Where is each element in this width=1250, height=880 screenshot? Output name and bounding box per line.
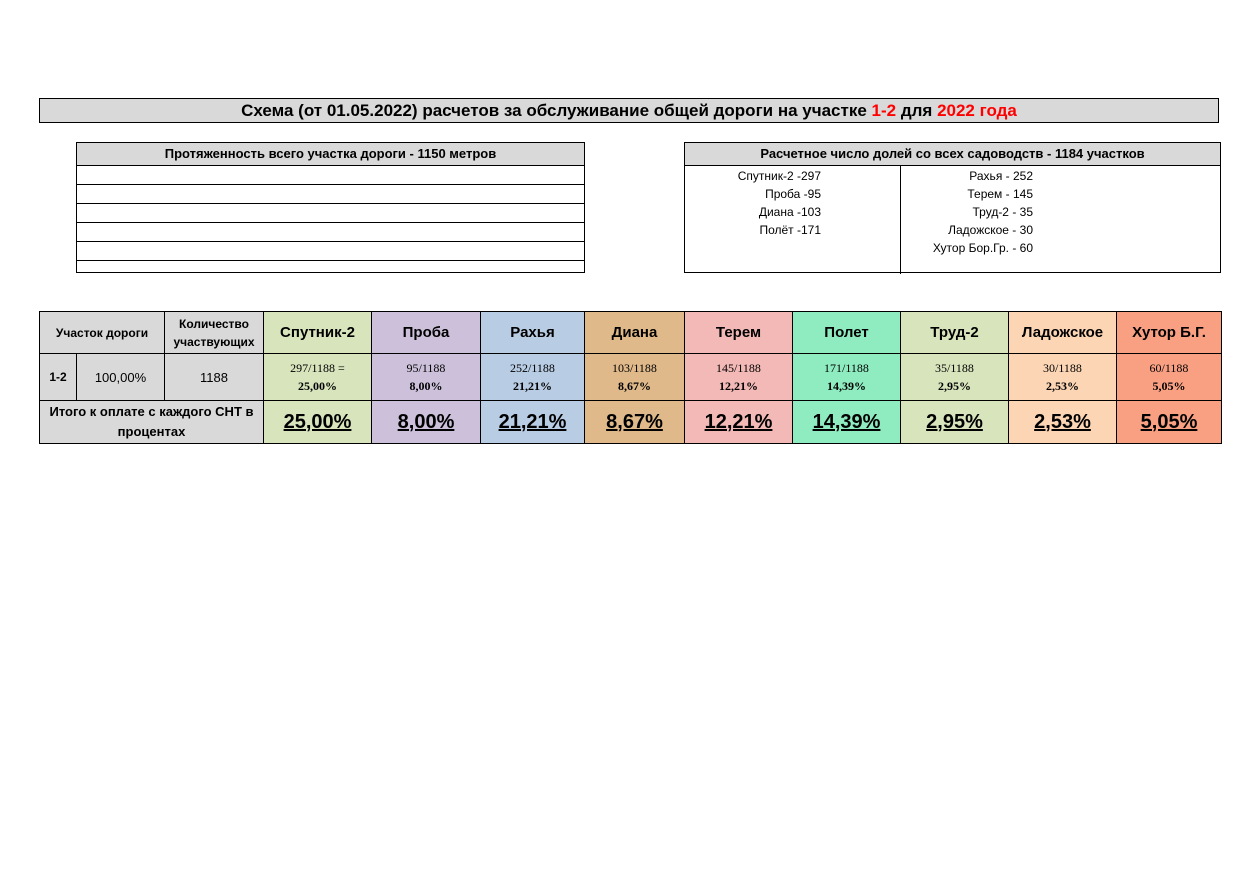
total-percent: 8,00% xyxy=(371,400,481,444)
share-item: Диана -103 xyxy=(758,205,821,219)
count-cell: 1188 xyxy=(164,353,264,401)
shares-column-2: Рахья - 252 Терем - 145 Труд-2 - 35 Ладо… xyxy=(885,167,1033,257)
page-title: Схема (от 01.05.2022) расчетов за обслуж… xyxy=(39,98,1219,123)
empty-row xyxy=(77,261,584,279)
total-percent: 2,53% xyxy=(1008,400,1117,444)
header-snt: Рахья xyxy=(480,311,585,354)
road-length-header: Протяженность всего участка дороги - 115… xyxy=(77,143,584,166)
fraction-cell: 171/1188 14,39% xyxy=(792,353,901,401)
fraction-cell: 95/1188 8,00% xyxy=(371,353,481,401)
fraction-cell: 60/1188 5,05% xyxy=(1116,353,1222,401)
total-row: Итого к оплате с каждого СНТ в процентах… xyxy=(39,400,1222,444)
shares-column-1: Спутник-2 -297 Проба -95 Диана -103 Полё… xyxy=(685,167,821,239)
fraction-cell: 297/1188 = 25,00% xyxy=(263,353,372,401)
share-item: Проба -95 xyxy=(765,187,821,201)
payment-table: Участок дороги Количество участвующих Сп… xyxy=(39,311,1222,444)
shares-box: Расчетное число долей со всех садоводств… xyxy=(684,142,1221,274)
header-count: Количество участвующих xyxy=(164,311,264,354)
header-snt: Труд-2 xyxy=(900,311,1009,354)
shares-body: Спутник-2 -297 Проба -95 Диана -103 Полё… xyxy=(685,166,1220,274)
title-text-2: для xyxy=(896,101,938,120)
title-text: Схема (от 01.05.2022) расчетов за обслуж… xyxy=(241,101,872,120)
fraction-cell: 30/1188 2,53% xyxy=(1008,353,1117,401)
shares-header: Расчетное число долей со всех садоводств… xyxy=(685,143,1220,166)
empty-row xyxy=(77,223,584,242)
share-item: Спутник-2 -297 xyxy=(737,169,821,183)
share-item: Ладожское - 30 xyxy=(948,223,1033,237)
title-section: 1-2 xyxy=(871,101,897,120)
empty-row xyxy=(77,185,584,204)
road-length-box: Протяженность всего участка дороги - 115… xyxy=(76,142,585,273)
total-label: Итого к оплате с каждого СНТ в процентах xyxy=(39,400,264,444)
empty-row xyxy=(77,166,584,185)
fraction-cell: 35/1188 2,95% xyxy=(900,353,1009,401)
section-cell: 1-2 xyxy=(39,353,77,401)
fraction-cell: 103/1188 8,67% xyxy=(584,353,685,401)
total-percent: 25,00% xyxy=(263,400,372,444)
share-item: Труд-2 - 35 xyxy=(972,205,1033,219)
header-section: Участок дороги xyxy=(39,311,165,354)
header-snt: Ладожское xyxy=(1008,311,1117,354)
percent-cell: 100,00% xyxy=(76,353,165,401)
table-row: 1-2 100,00% 1188 297/1188 = 25,00% 95/118… xyxy=(39,353,1222,401)
share-item: Полёт -171 xyxy=(759,223,821,237)
share-item: Рахья - 252 xyxy=(969,169,1033,183)
total-percent: 8,67% xyxy=(584,400,685,444)
header-snt: Полет xyxy=(792,311,901,354)
total-percent: 12,21% xyxy=(684,400,793,444)
header-snt: Спутник-2 xyxy=(263,311,372,354)
shares-divider xyxy=(900,166,901,274)
title-year: 2022 года xyxy=(937,101,1017,120)
fraction-cell: 145/1188 12,21% xyxy=(684,353,793,401)
table-header-row: Участок дороги Количество участвующих Сп… xyxy=(39,311,1222,354)
total-percent: 21,21% xyxy=(480,400,585,444)
total-percent: 2,95% xyxy=(900,400,1009,444)
header-snt: Проба xyxy=(371,311,481,354)
header-snt: Терем xyxy=(684,311,793,354)
fraction-cell: 252/1188 21,21% xyxy=(480,353,585,401)
total-percent: 14,39% xyxy=(792,400,901,444)
empty-row xyxy=(77,242,584,261)
header-snt: Диана xyxy=(584,311,685,354)
header-snt: Хутор Б.Г. xyxy=(1116,311,1222,354)
total-percent: 5,05% xyxy=(1116,400,1222,444)
share-item: Терем - 145 xyxy=(967,187,1033,201)
share-item: Хутор Бор.Гр. - 60 xyxy=(932,241,1033,255)
empty-row xyxy=(77,204,584,223)
